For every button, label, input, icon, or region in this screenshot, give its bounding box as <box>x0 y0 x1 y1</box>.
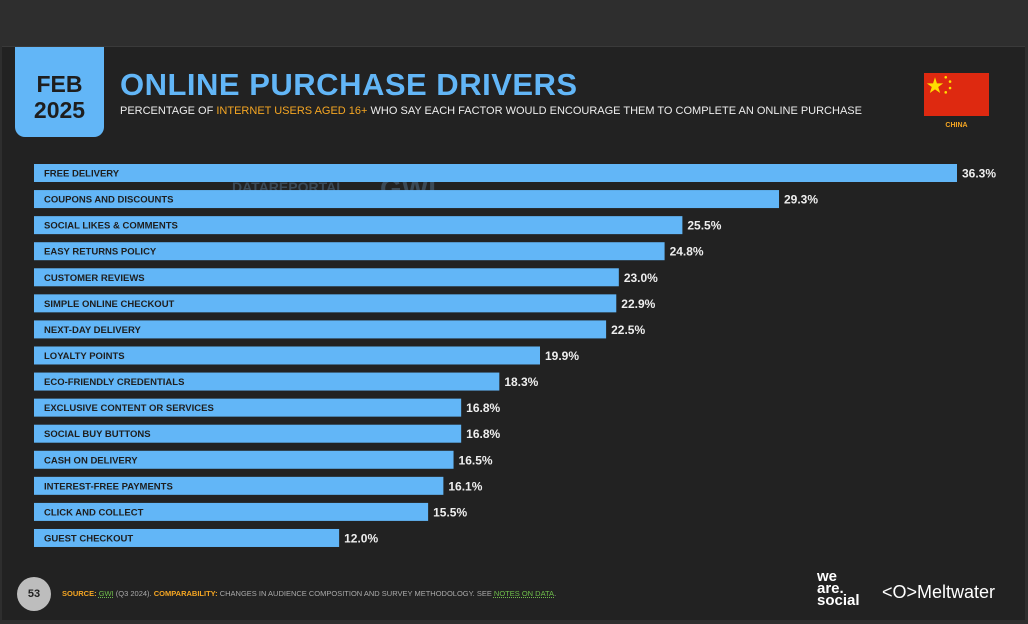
china-flag-icon <box>924 73 989 116</box>
page-title: ONLINE PURCHASE DRIVERS <box>120 67 578 102</box>
value-label: 24.8% <box>670 245 704 259</box>
bar <box>34 294 617 313</box>
bar <box>34 450 454 469</box>
category-label: NEXT-DAY DELIVERY <box>44 325 141 336</box>
value-label: 25.5% <box>687 219 721 233</box>
country-label: CHINA <box>945 122 968 129</box>
value-label: 16.8% <box>466 427 500 441</box>
subtitle-pre: PERCENTAGE OF <box>120 105 217 117</box>
category-label: CLICK AND COLLECT <box>44 507 144 518</box>
subtitle: PERCENTAGE OF INTERNET USERS AGED 16+ WH… <box>120 105 862 117</box>
comparability-text: CHANGES IN AUDIENCE COMPOSITION AND SURV… <box>217 589 494 598</box>
bar <box>34 528 340 547</box>
bar-chart: FREE DELIVERY 36.3% COUPONS AND DISCOUNTS 2… <box>34 164 996 547</box>
bar <box>34 502 429 521</box>
date-month: FEB <box>36 71 83 97</box>
bar <box>34 346 540 365</box>
source-text: (Q3 2024). <box>113 589 154 598</box>
comparability-label: COMPARABILITY: <box>153 589 218 598</box>
bar <box>34 242 665 261</box>
value-label: 29.3% <box>784 193 818 207</box>
category-label: SOCIAL BUY BUTTONS <box>44 429 151 440</box>
value-label: 22.5% <box>611 323 645 337</box>
bar <box>34 320 607 339</box>
value-label: 16.5% <box>459 453 493 467</box>
notes-end: . <box>554 589 557 598</box>
value-label: 19.9% <box>545 349 579 363</box>
date-year: 2025 <box>33 97 86 123</box>
bar <box>34 216 683 235</box>
category-label: GUEST CHECKOUT <box>44 533 133 544</box>
category-label: EXCLUSIVE CONTENT OR SERVICES <box>44 403 214 414</box>
value-label: 12.0% <box>344 531 378 545</box>
source-link[interactable]: GWI <box>98 589 114 598</box>
category-label: LOYALTY POINTS <box>44 351 125 362</box>
category-label: FREE DELIVERY <box>44 169 120 180</box>
slide: FEB 2025 ONLINE PURCHASE DRIVERS PERCENT… <box>2 46 1025 620</box>
page-number: 53 <box>17 577 51 611</box>
value-label: 36.3% <box>962 167 996 181</box>
bar <box>34 476 444 495</box>
category-label: ECO-FRIENDLY CREDENTIALS <box>44 377 184 388</box>
category-label: SOCIAL LIKES & COMMENTS <box>44 221 178 232</box>
footer: 53 SOURCE: GWI (Q3 2024). COMPARABILITY:… <box>17 569 1017 611</box>
bar <box>34 164 957 182</box>
value-label: 16.1% <box>448 479 482 493</box>
value-label: 15.5% <box>433 505 467 519</box>
meltwater-logo: <O>Meltwater <box>882 582 996 602</box>
notes-link[interactable]: NOTES ON DATA <box>493 589 555 598</box>
subtitle-post: WHO SAY EACH FACTOR WOULD ENCOURAGE THEM… <box>367 105 862 117</box>
bar <box>34 190 780 209</box>
category-label: CUSTOMER REVIEWS <box>44 273 145 284</box>
we-are-social-logo: we are. social <box>817 568 860 609</box>
category-label: COUPONS AND DISCOUNTS <box>44 195 174 206</box>
subtitle-highlight: INTERNET USERS AGED 16+ <box>216 105 368 117</box>
value-label: 18.3% <box>504 375 538 389</box>
category-label: CASH ON DELIVERY <box>44 455 138 466</box>
category-label: EASY RETURNS POLICY <box>44 247 157 258</box>
bar <box>34 372 500 391</box>
bar <box>34 424 462 443</box>
date-badge: FEB 2025 <box>15 47 104 137</box>
value-label: 23.0% <box>624 271 658 285</box>
source-note: SOURCE: GWI (Q3 2024). COMPARABILITY: CH… <box>62 589 556 598</box>
value-label: 22.9% <box>621 297 655 311</box>
bar <box>34 398 462 417</box>
value-label: 16.8% <box>466 401 500 415</box>
category-label: INTEREST-FREE PAYMENTS <box>44 481 173 492</box>
source-label: SOURCE: <box>62 589 97 598</box>
category-label: SIMPLE ONLINE CHECKOUT <box>44 299 175 310</box>
bar <box>34 268 619 287</box>
